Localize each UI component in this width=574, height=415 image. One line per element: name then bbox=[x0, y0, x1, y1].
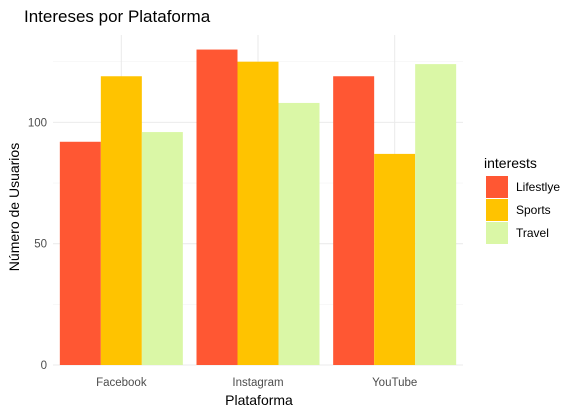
y-tick-label: 100 bbox=[28, 117, 47, 129]
legend: interests Lifestlye Sports Travel bbox=[484, 155, 560, 244]
y-tick-label: 0 bbox=[41, 360, 47, 372]
y-tick-label: 50 bbox=[34, 239, 47, 251]
x-axis-title: Plataforma bbox=[225, 392, 293, 408]
x-tick-label: Facebook bbox=[96, 377, 147, 389]
y-axis-title: Número de Usuarios bbox=[6, 143, 22, 271]
legend-key-travel bbox=[486, 222, 508, 244]
x-tick-label: YouTube bbox=[372, 377, 417, 389]
y-axis-ticks: 0 50 100 bbox=[28, 117, 47, 372]
legend-label: Sports bbox=[516, 203, 551, 217]
bars bbox=[59, 49, 457, 366]
bar-youtube-lifestlye bbox=[333, 76, 375, 365]
bar-youtube-sports bbox=[374, 153, 416, 365]
bar-facebook-travel bbox=[141, 132, 183, 365]
legend-label: Travel bbox=[516, 226, 549, 240]
x-axis-ticks: Facebook Instagram YouTube bbox=[96, 377, 417, 389]
bar-instagram-sports bbox=[237, 61, 279, 366]
legend-title: interests bbox=[484, 155, 537, 171]
legend-key-sports bbox=[486, 199, 508, 221]
bar-facebook-lifestlye bbox=[59, 141, 101, 365]
bar-instagram-lifestlye bbox=[196, 49, 238, 365]
bar-youtube-travel bbox=[415, 64, 457, 365]
bar-facebook-sports bbox=[100, 76, 142, 365]
x-tick-label: Instagram bbox=[232, 377, 283, 389]
legend-label: Lifestlye bbox=[516, 180, 560, 194]
chart-title: Intereses por Plataforma bbox=[24, 7, 211, 26]
legend-key-lifestlye bbox=[486, 176, 508, 198]
bar-instagram-travel bbox=[278, 102, 320, 366]
